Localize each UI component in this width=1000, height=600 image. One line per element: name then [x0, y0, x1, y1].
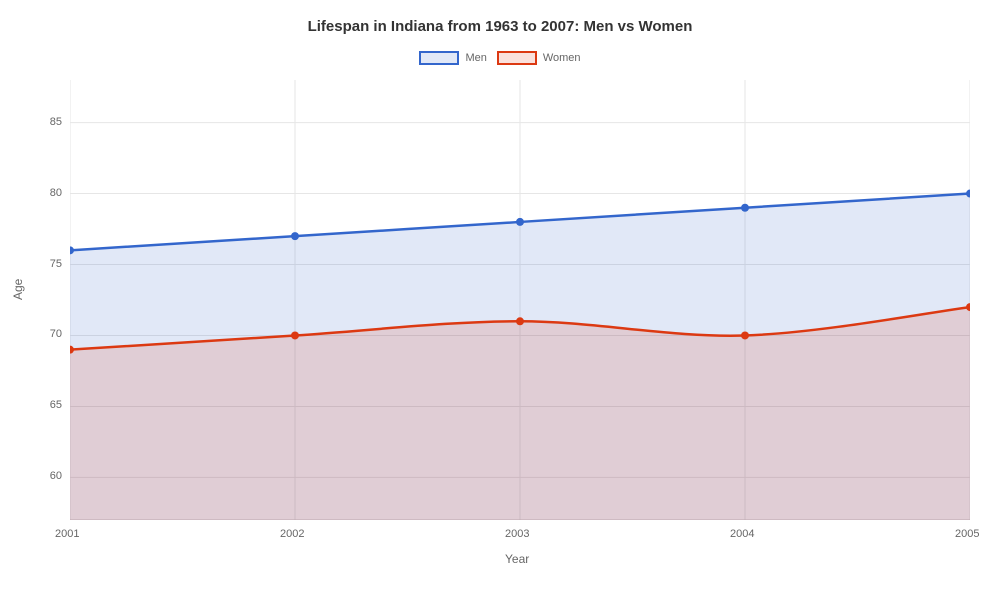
y-axis-label: Age	[11, 279, 25, 300]
x-tick-label: 2004	[730, 528, 754, 540]
legend-item-men[interactable]: Men	[419, 51, 486, 65]
legend: Men Women	[0, 51, 1000, 65]
legend-label-men: Men	[465, 52, 486, 64]
legend-swatch-men	[419, 51, 459, 65]
chart-title: Lifespan in Indiana from 1963 to 2007: M…	[0, 0, 1000, 35]
y-tick-label: 65	[50, 399, 62, 411]
y-tick-label: 85	[50, 116, 62, 128]
x-tick-label: 2001	[55, 528, 79, 540]
legend-label-women: Women	[543, 52, 581, 64]
y-tick-label: 75	[50, 258, 62, 270]
y-tick-label: 60	[50, 470, 62, 482]
legend-swatch-women	[497, 51, 537, 65]
legend-item-women[interactable]: Women	[497, 51, 581, 65]
x-tick-label: 2005	[955, 528, 979, 540]
y-tick-label: 80	[50, 187, 62, 199]
y-tick-label: 70	[50, 328, 62, 340]
x-tick-label: 2003	[505, 528, 529, 540]
chart-container: Lifespan in Indiana from 1963 to 2007: M…	[0, 0, 1000, 600]
x-tick-label: 2002	[280, 528, 304, 540]
plot-area	[70, 80, 970, 520]
chart-svg	[70, 80, 970, 520]
x-axis-label: Year	[505, 552, 529, 566]
